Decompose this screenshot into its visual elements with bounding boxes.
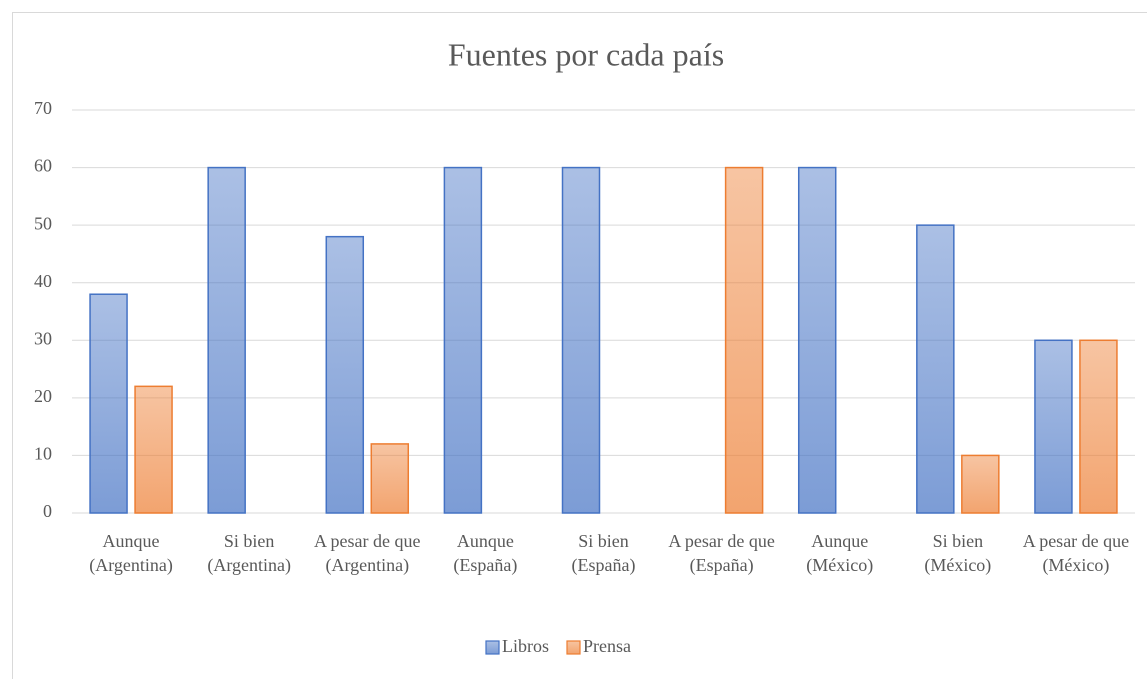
x-tick-label: A pesar de que (España) [668, 531, 775, 575]
chart-border [12, 12, 1147, 679]
x-tick-label: Si bien (Argentina) [207, 531, 291, 575]
legend-label: Libros [502, 636, 549, 656]
y-tick-label: 60 [34, 156, 52, 176]
bar [134, 385, 173, 514]
bar [443, 166, 483, 514]
bar [1034, 339, 1073, 514]
x-tick-label: A pesar de que (Argentina) [314, 531, 421, 575]
legend-swatch [566, 640, 581, 655]
legend-swatch [485, 640, 500, 655]
y-tick-label: 70 [34, 98, 52, 118]
y-tick-label: 40 [34, 271, 52, 291]
x-tick-label: Aunque (México) [806, 531, 874, 575]
bar [207, 166, 246, 514]
bar [1079, 339, 1118, 514]
chart-title: Fuentes por cada país [448, 36, 724, 72]
bar [797, 166, 837, 514]
y-tick-label: 20 [34, 386, 52, 406]
y-tick-label: 30 [34, 328, 52, 348]
bar [89, 293, 128, 514]
y-tick-label: 50 [34, 213, 52, 233]
y-tick-label: 10 [34, 444, 52, 464]
x-tick-label: Aunque (España) [453, 531, 518, 575]
bar [325, 235, 365, 514]
y-tick-label: 0 [43, 501, 52, 521]
legend-label: Prensa [583, 636, 631, 656]
bar [724, 166, 764, 514]
x-tick-label: Aunque (Argentina) [89, 531, 173, 575]
bar [961, 454, 1000, 514]
bar [561, 166, 601, 514]
x-tick-label: A pesar de que (México) [1022, 531, 1130, 575]
x-tick-label: Si bien (México) [924, 531, 992, 575]
x-tick-label: Si bien (España) [571, 531, 636, 575]
bar [916, 224, 955, 514]
bar [370, 443, 410, 514]
